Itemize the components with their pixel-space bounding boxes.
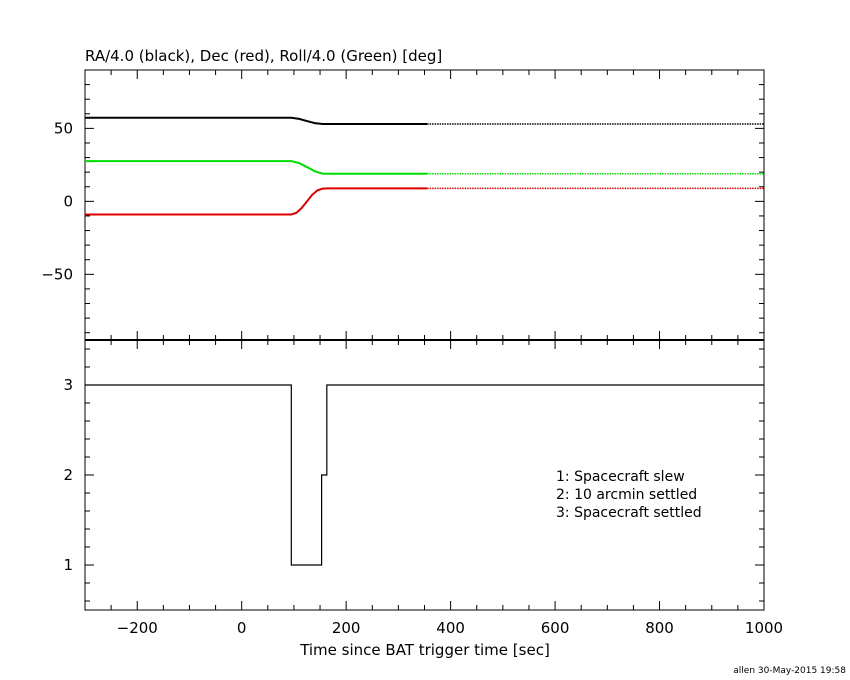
series-line-1 <box>85 160 428 175</box>
x-tick-label: 600 <box>541 619 570 637</box>
y-tick-label: 0 <box>63 192 73 210</box>
tick-labels: −50 0 50 1 2 3 −200 0 200 400 600 800 1000 <box>41 119 783 637</box>
series-line-2 <box>85 187 428 216</box>
legend: 1: Spacecraft slew 2: 10 arcmin settled … <box>556 469 702 521</box>
legend-entry-settled: 3: Spacecraft settled <box>556 505 702 521</box>
y-tick-label: 3 <box>63 376 73 394</box>
settle-flag-line <box>85 384 764 566</box>
legend-entry-slew: 1: Spacecraft slew <box>556 469 685 485</box>
x-tick-label: 1000 <box>745 619 783 637</box>
legend-entry-10arcmin: 2: 10 arcmin settled <box>556 487 697 503</box>
chart-title: RA/4.0 (black), Dec (red), Roll/4.0 (Gre… <box>85 47 442 65</box>
x-tick-label: −200 <box>117 619 158 637</box>
settle-flag-series <box>85 384 764 566</box>
y-tick-label: 1 <box>63 556 73 574</box>
x-tick-label: 200 <box>332 619 361 637</box>
attitude-series <box>85 116 764 216</box>
top-panel-frame <box>84 69 765 341</box>
x-tick-label: 0 <box>237 619 247 637</box>
x-tick-label: 800 <box>645 619 674 637</box>
series-line-0 <box>85 116 428 125</box>
x-tick-label: 400 <box>436 619 465 637</box>
axis-ticks <box>84 70 765 610</box>
credit-text: allen 30-May-2015 19:58 <box>733 666 846 676</box>
y-tick-label: −50 <box>41 265 73 283</box>
y-tick-label: 2 <box>63 466 73 484</box>
x-axis-label: Time since BAT trigger time [sec] <box>299 641 550 659</box>
y-tick-label: 50 <box>54 119 73 137</box>
